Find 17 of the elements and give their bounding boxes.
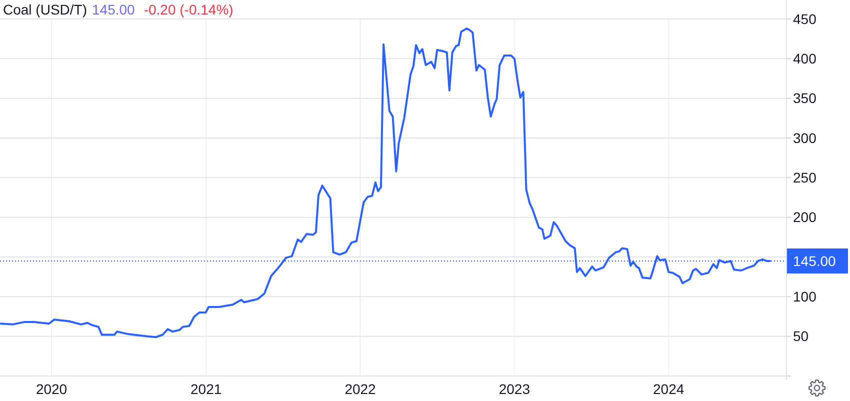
ref-line-label: 145.00 [793,252,836,269]
text: 145.00 [92,2,136,18]
y-tick-label: 350 [793,90,817,106]
y-tick-label: 100 [793,288,817,305]
chart-title: Coal (USD/T) [3,2,88,18]
y-tick-label: 400 [793,50,817,67]
x-tick-label: 2022 [344,381,376,397]
y-tick-label: 300 [793,130,817,146]
x-tick-label: 2024 [653,381,684,397]
y-tick-label: 250 [793,170,817,186]
y-tick-label: 200 [793,209,817,226]
text: -0.20 (-0.14%) [144,2,234,18]
x-tick-label: 2020 [36,381,68,397]
x-tick-label: 2023 [498,381,530,397]
x-tick-label: 2021 [190,381,222,397]
y-tick-label: 450 [793,10,817,27]
y-tick-label: 50 [793,328,809,344]
